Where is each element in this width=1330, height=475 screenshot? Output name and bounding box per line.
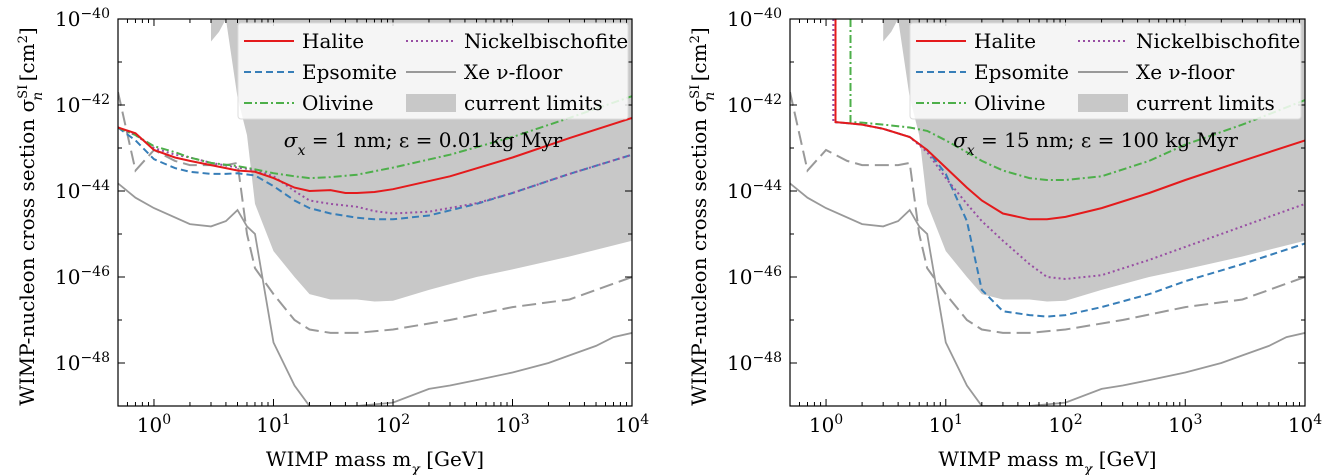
legend-label: Epsomite bbox=[974, 60, 1069, 84]
x-axis-label: WIMP mass mχ [GeV] bbox=[266, 447, 484, 475]
series-line-xe-floor bbox=[118, 182, 632, 406]
x-tick-label: 103 bbox=[495, 412, 529, 437]
legend-label: Halite bbox=[302, 29, 364, 53]
y-tick-label: 10−42 bbox=[727, 92, 782, 117]
annotation-text: σx = 1 nm; ε = 0.01 kg Myr bbox=[284, 128, 563, 159]
axes-frame bbox=[789, 18, 1306, 407]
chart-panel-2: 100 101 102 103 104 10−48 10−46 10−44 10−42 10−40… bbox=[687, 6, 1322, 475]
y-tick-label: 10−48 bbox=[727, 350, 782, 375]
series-line-epsomite bbox=[118, 126, 632, 221]
series-line-xe-floor bbox=[790, 182, 1305, 406]
y-axis-label: WIMP-nucleon cross section σSIn [cm2] bbox=[15, 27, 46, 405]
legend-label: Xe ν-floor bbox=[464, 60, 563, 84]
chart-panel-1: 100 101 102 103 104 10−48 10−46 10−44 10−42 10−40… bbox=[15, 6, 649, 475]
x-tick-label: 100 bbox=[809, 412, 843, 437]
x-tick-label: 103 bbox=[1168, 412, 1202, 437]
y-tick-label: 10−40 bbox=[727, 6, 782, 31]
x-tick-label: 102 bbox=[376, 412, 410, 437]
y-axis-label: WIMP-nucleon cross section σSIn [cm2] bbox=[687, 27, 718, 405]
y-tick-label: 10−40 bbox=[55, 6, 110, 31]
series-line-olivine bbox=[849, 19, 1305, 181]
y-tick-label: 10−42 bbox=[55, 92, 110, 117]
x-tick-label: 104 bbox=[1288, 412, 1322, 437]
annotation-text: σx = 15 nm; ε = 100 kg Myr bbox=[953, 128, 1238, 159]
legend-handle-current-limits bbox=[1078, 94, 1128, 112]
series-line-epsomite bbox=[834, 19, 1305, 318]
legend-label: Halite bbox=[974, 29, 1036, 53]
y-tick-label: 10−46 bbox=[727, 264, 782, 289]
legend-label: Nickelbischofite bbox=[1136, 29, 1300, 53]
legend-label: Xe ν-floor bbox=[1136, 60, 1235, 84]
legend-label: Olivine bbox=[974, 91, 1046, 115]
x-tick-label: 100 bbox=[137, 412, 171, 437]
y-tick-label: 10−46 bbox=[55, 264, 110, 289]
series-line-halite bbox=[118, 116, 632, 194]
series-line-halite bbox=[834, 19, 1305, 221]
axes-frame bbox=[117, 18, 633, 407]
legend-label: Nickelbischofite bbox=[464, 29, 628, 53]
legend-label: Epsomite bbox=[302, 60, 397, 84]
y-tick-label: 10−48 bbox=[55, 350, 110, 375]
series-line-nickelbischofite bbox=[118, 126, 632, 215]
legend-label: current limits bbox=[464, 91, 603, 115]
x-tick-label: 102 bbox=[1048, 412, 1082, 437]
x-axis-label: WIMP mass mχ [GeV] bbox=[938, 447, 1156, 475]
legend-handle-current-limits bbox=[406, 94, 456, 112]
y-tick-label: 10−44 bbox=[727, 178, 782, 203]
y-tick-label: 10−44 bbox=[55, 178, 110, 203]
series-line-olivine bbox=[118, 95, 632, 180]
x-tick-label: 101 bbox=[929, 412, 963, 437]
x-tick-label: 104 bbox=[615, 412, 649, 437]
x-tick-label: 101 bbox=[256, 412, 290, 437]
legend-label: Olivine bbox=[302, 91, 374, 115]
legend-label: current limits bbox=[1136, 91, 1275, 115]
